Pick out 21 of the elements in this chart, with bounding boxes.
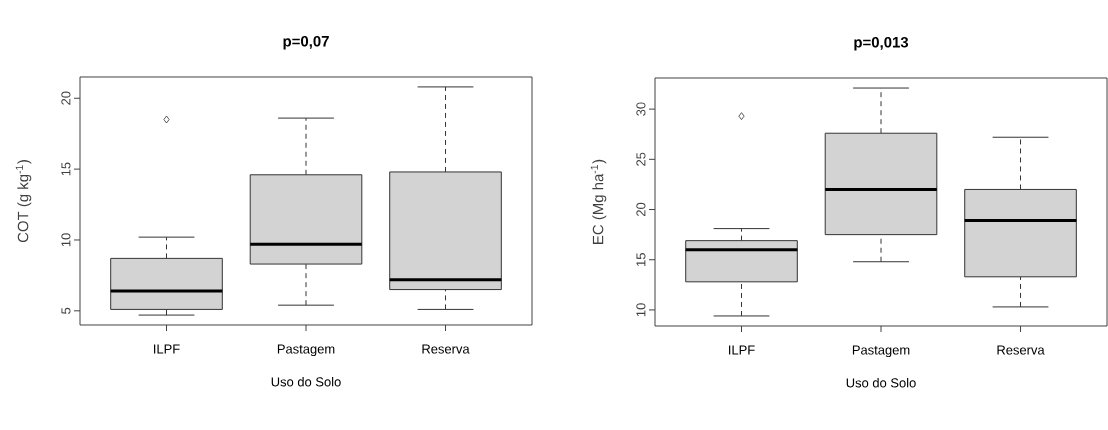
y-tick-label: 5 [61,307,71,314]
y-tick-label: 10 [61,233,71,247]
y-tick-label: 20 [636,202,646,217]
x-tick-label: ILPF [154,344,180,354]
x-axis-title: Uso do Solo [846,377,916,388]
y-tick-label: 30 [636,102,646,116]
y-axis-title: EC (Mg ha$^{-1}$) [590,159,607,244]
chart-title: p=0,07 [283,35,329,50]
x-tick-label: Pastagem [852,345,910,358]
x-tick-label: Pastagem [277,344,335,357]
x-tick-label: Reserva [422,344,470,354]
y-tick-label: 15 [61,162,71,176]
y-tick-label: 15 [636,253,646,266]
x-tick-label: Reserva [997,345,1045,355]
y-tick-label: 25 [636,152,646,166]
x-tick-label: ILPF [729,345,755,355]
y-axis-title: COT (g kg$^{-1}$) [15,160,32,243]
y-tick-label: 10 [636,303,646,317]
chart-title: p=0,013 [854,36,909,51]
x-axis-title: Uso do Solo [271,376,341,387]
y-tick-label: 20 [61,91,71,105]
